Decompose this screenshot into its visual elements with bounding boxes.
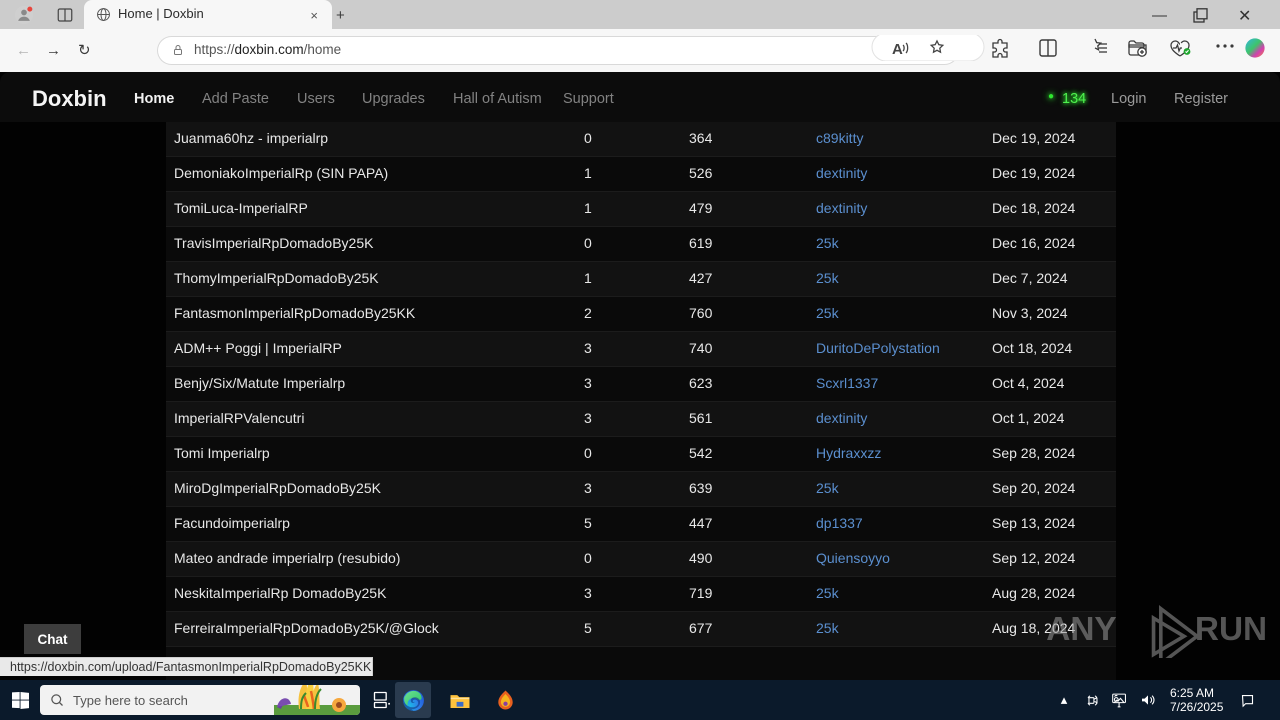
svg-text:✕: ✕ [1238,8,1251,25]
svg-text:—: — [1152,7,1167,24]
svg-text:ANY: ANY [1046,611,1116,648]
svg-text:↻: ↻ [78,42,91,59]
svg-text:A: A [892,41,903,58]
svg-text:←: ← [16,42,31,59]
svg-text:RUN: RUN [1195,611,1266,648]
svg-text:→: → [46,42,61,59]
